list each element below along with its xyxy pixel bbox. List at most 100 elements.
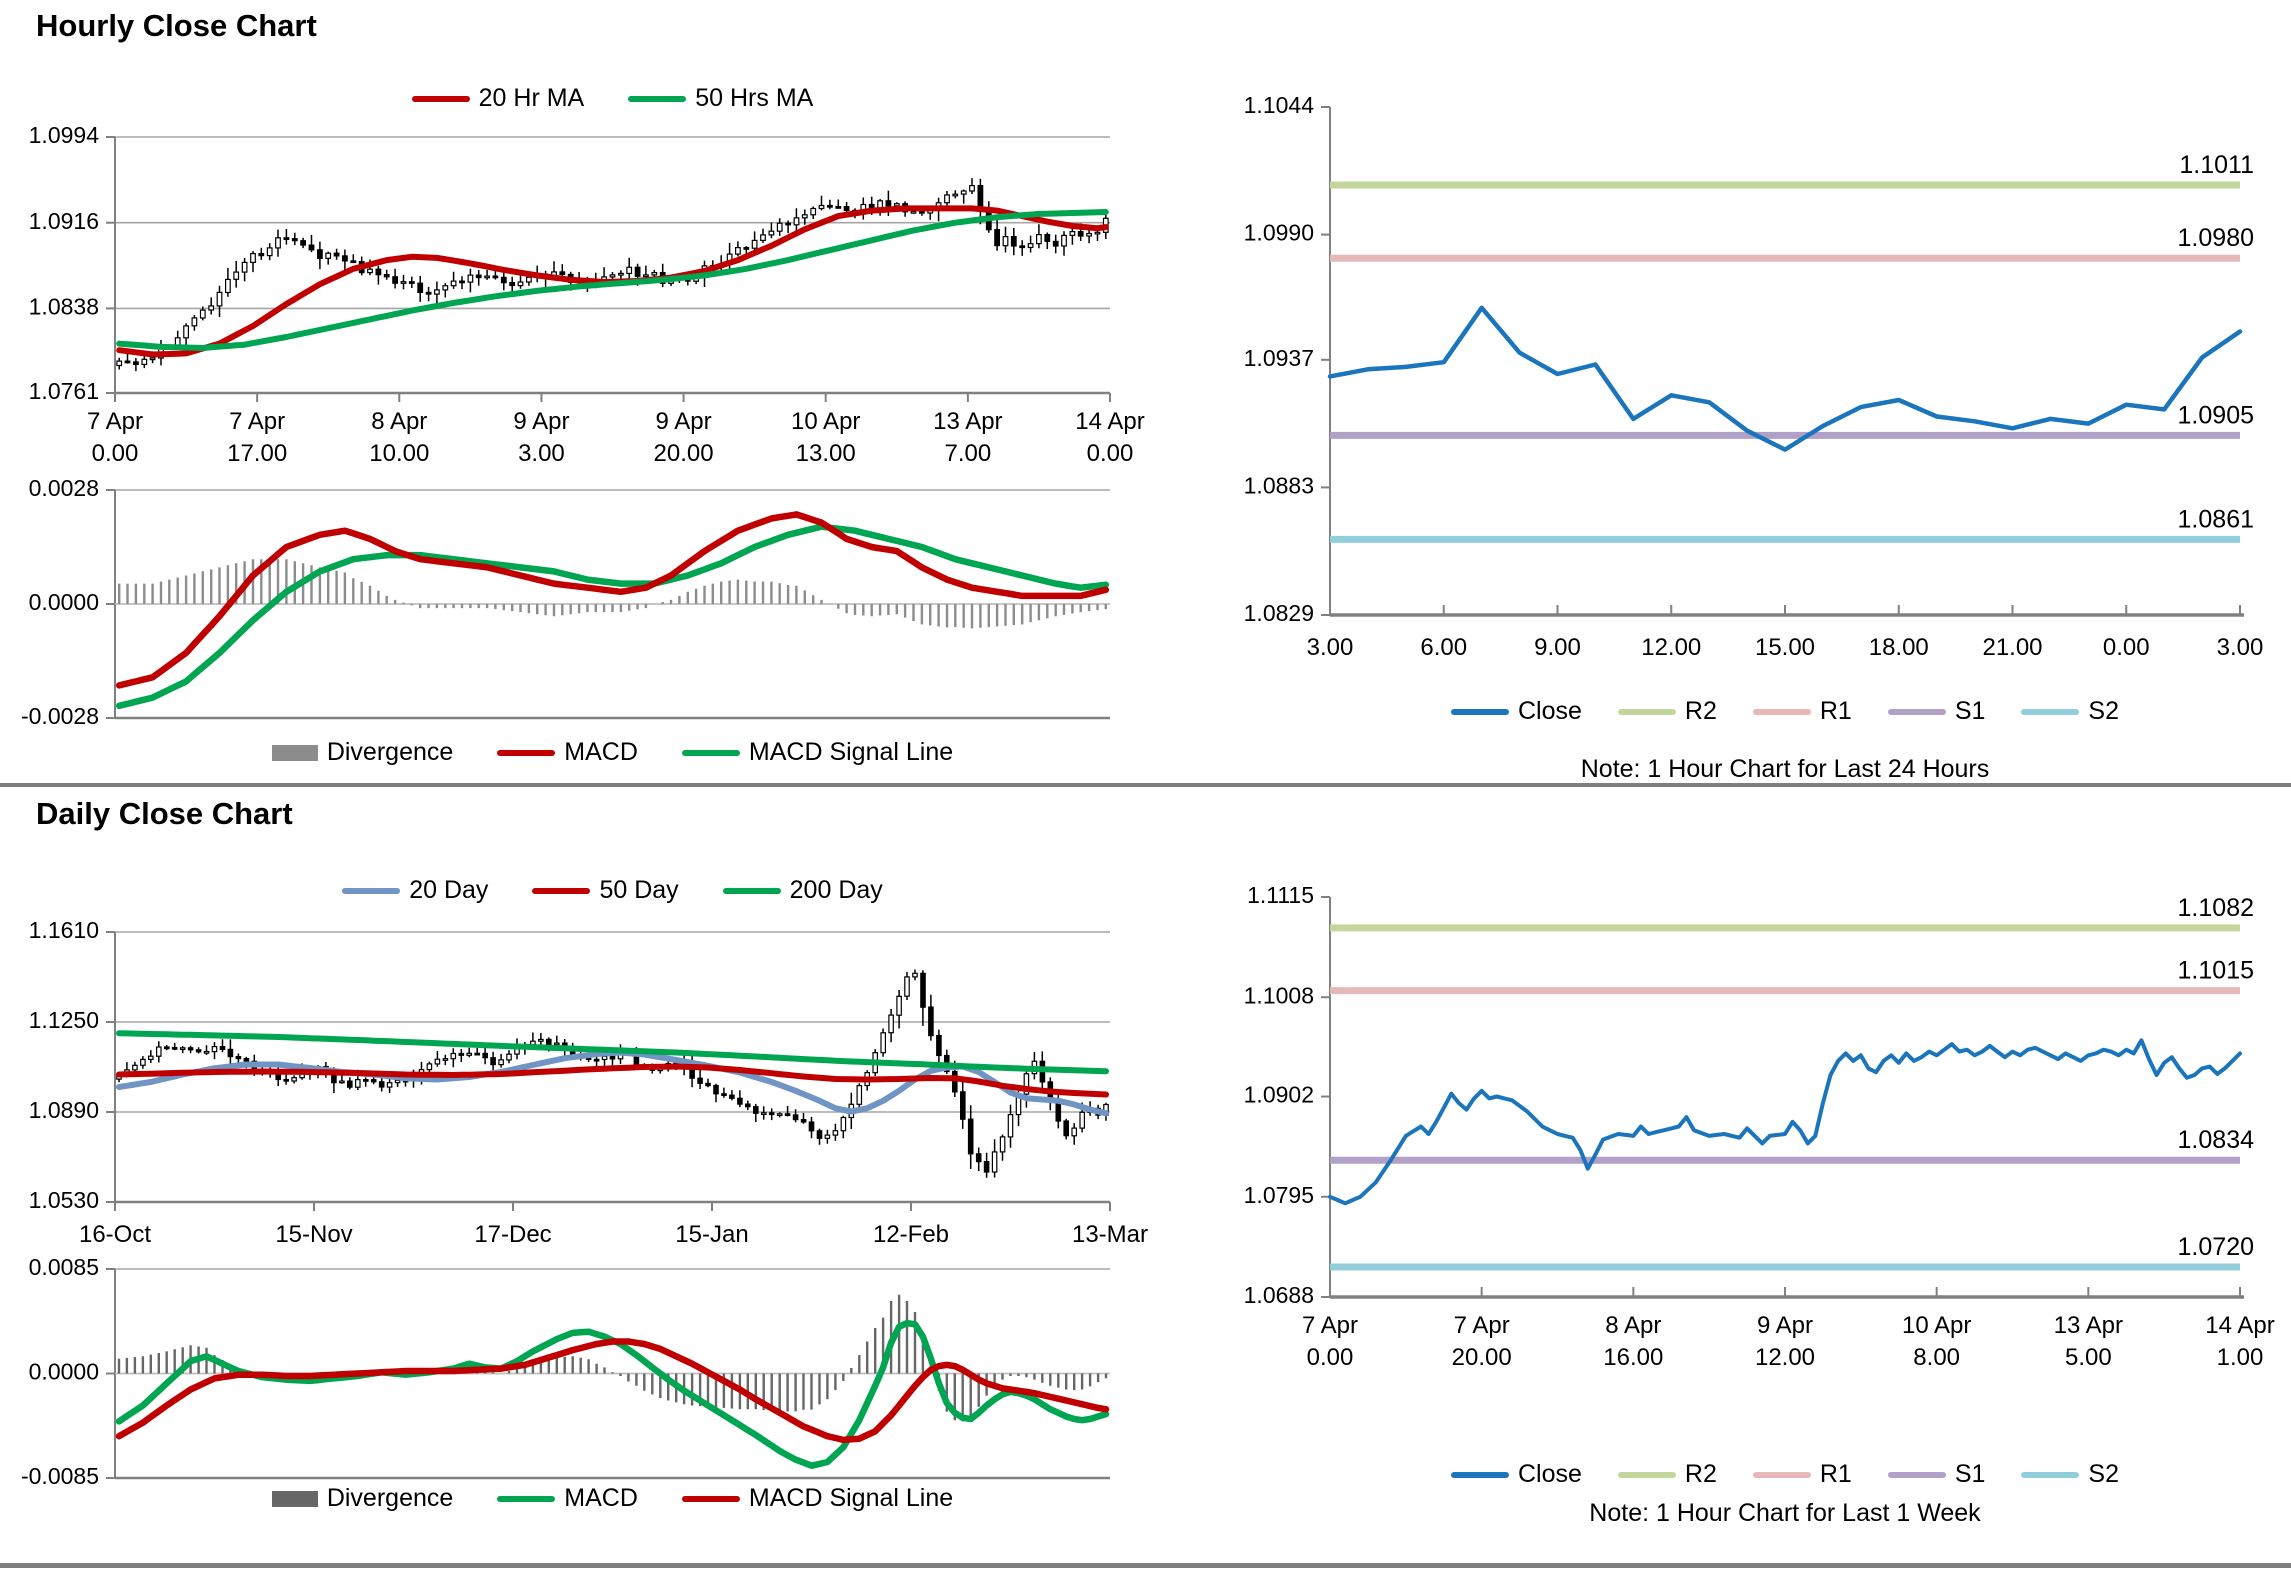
svg-text:9 Apr: 9 Apr — [656, 408, 712, 435]
legend-item-macd-signal-line: MACD Signal Line — [681, 738, 954, 767]
legend-item-50-hrs-ma: 50 Hrs MA — [628, 84, 813, 113]
svg-text:1.0905: 1.0905 — [2178, 401, 2254, 429]
line-swatch-icon — [2021, 1471, 2080, 1478]
svg-text:1.1610: 1.1610 — [29, 917, 99, 943]
daily-sr-legend: Close R2 R1 S1 S2 — [1330, 1460, 2240, 1489]
line-swatch-icon — [2021, 708, 2080, 715]
svg-text:8 Apr: 8 Apr — [1605, 1312, 1661, 1339]
svg-text:1.0795: 1.0795 — [1244, 1182, 1314, 1208]
svg-text:1.0980: 1.0980 — [2178, 224, 2254, 252]
legend-label: R2 — [1684, 697, 1717, 725]
svg-text:12.00: 12.00 — [1755, 1344, 1815, 1371]
legend-label: S1 — [1954, 697, 1986, 725]
svg-text:1.0861: 1.0861 — [2178, 505, 2254, 533]
svg-text:1.0990: 1.0990 — [1244, 220, 1314, 246]
svg-text:1.1250: 1.1250 — [29, 1007, 99, 1033]
svg-text:7 Apr: 7 Apr — [1302, 1312, 1358, 1339]
bar-swatch-icon — [271, 1490, 318, 1507]
legend-item-r1: R1 — [1752, 1460, 1852, 1489]
legend-item-macd-signal-line: MACD Signal Line — [681, 1484, 954, 1513]
legend-label: MACD Signal Line — [748, 1484, 954, 1512]
line-swatch-icon — [497, 749, 556, 756]
legend-label: S2 — [2088, 697, 2120, 725]
legend-item-s1: S1 — [1887, 697, 1986, 726]
legend-label: MACD — [564, 1484, 638, 1512]
svg-text:1.1015: 1.1015 — [2178, 957, 2254, 985]
svg-text:1.00: 1.00 — [2217, 1344, 2264, 1371]
svg-text:1.0688: 1.0688 — [1244, 1282, 1314, 1308]
legend-label: 200 Day — [789, 876, 883, 904]
svg-text:9 Apr: 9 Apr — [513, 408, 569, 435]
legend-item-divergence: Divergence — [271, 1484, 454, 1513]
svg-text:9 Apr: 9 Apr — [1757, 1312, 1813, 1339]
legend-item-s1: S1 — [1887, 1460, 1986, 1489]
svg-text:-0.0028: -0.0028 — [21, 703, 99, 729]
legend-label: Close — [1517, 1460, 1582, 1488]
hourly-price-legend: 20 Hr MA 50 Hrs MA — [115, 84, 1110, 113]
svg-text:3.00: 3.00 — [2217, 634, 2264, 661]
legend-item-20-day: 20 Day — [342, 876, 488, 905]
svg-text:7.00: 7.00 — [944, 440, 991, 467]
daily-note: Note: 1 Hour Chart for Last 1 Week — [1589, 1499, 1981, 1527]
svg-text:7 Apr: 7 Apr — [1454, 1312, 1510, 1339]
line-swatch-icon — [532, 887, 591, 894]
svg-text:13-Mar: 13-Mar — [1072, 1221, 1148, 1248]
svg-text:1.1115: 1.1115 — [1247, 882, 1314, 908]
line-swatch-icon — [1450, 708, 1509, 715]
line-swatch-icon — [1617, 1471, 1676, 1478]
line-swatch-icon — [628, 95, 687, 102]
svg-text:1.0530: 1.0530 — [29, 1187, 99, 1213]
svg-text:1.0838: 1.0838 — [29, 293, 99, 319]
svg-text:0.0000: 0.0000 — [29, 1359, 99, 1385]
legend-item-50-day: 50 Day — [532, 876, 679, 905]
svg-text:13 Apr: 13 Apr — [933, 408, 1002, 435]
legend-item-divergence: Divergence — [271, 738, 453, 767]
svg-text:15-Jan: 15-Jan — [675, 1221, 748, 1248]
svg-text:1.1044: 1.1044 — [1244, 92, 1315, 118]
legend-label: MACD — [564, 738, 638, 766]
legend-label: Close — [1517, 697, 1582, 725]
svg-text:0.00: 0.00 — [1307, 1344, 1354, 1371]
line-swatch-icon — [1752, 1471, 1811, 1478]
svg-text:14 Apr: 14 Apr — [1075, 408, 1144, 435]
svg-text:1.1008: 1.1008 — [1244, 982, 1314, 1008]
svg-text:17-Dec: 17-Dec — [474, 1221, 551, 1248]
svg-text:12-Feb: 12-Feb — [873, 1221, 949, 1248]
line-swatch-icon — [1450, 1471, 1509, 1478]
svg-text:18.00: 18.00 — [1869, 634, 1929, 661]
svg-text:9.00: 9.00 — [1534, 634, 1581, 661]
line-swatch-icon — [722, 887, 781, 894]
line-swatch-icon — [342, 887, 401, 894]
hourly_sr-chart: 1.1044 1.0990 1.0937 1.0883 1.0829 3.00 6.00 9.… — [1244, 92, 2264, 661]
svg-text:0.00: 0.00 — [1087, 440, 1134, 467]
legend-item-s2: S2 — [2021, 1460, 2119, 1489]
svg-text:13.00: 13.00 — [796, 440, 856, 467]
svg-text:15-Nov: 15-Nov — [275, 1221, 352, 1248]
svg-text:14 Apr: 14 Apr — [2205, 1312, 2274, 1339]
line-swatch-icon — [497, 1495, 556, 1502]
legend-label: 20 Day — [409, 876, 489, 904]
svg-text:0.0085: 0.0085 — [29, 1254, 99, 1280]
svg-text:0.0028: 0.0028 — [29, 475, 99, 501]
legend-item-r1: R1 — [1752, 697, 1852, 726]
svg-text:1.1082: 1.1082 — [2178, 894, 2254, 922]
legend-item-20-hr-ma: 20 Hr MA — [411, 84, 585, 113]
svg-text:1.0761: 1.0761 — [29, 378, 99, 404]
svg-text:20.00: 20.00 — [654, 440, 714, 467]
svg-text:1.0902: 1.0902 — [1244, 1082, 1314, 1108]
legend-label: R2 — [1684, 1460, 1717, 1488]
line-swatch-icon — [681, 1495, 740, 1502]
svg-text:3.00: 3.00 — [1307, 634, 1354, 661]
line-swatch-icon — [1752, 708, 1811, 715]
svg-text:3.00: 3.00 — [518, 440, 565, 467]
bottom-divider — [0, 1563, 2291, 1568]
legend-label: Divergence — [326, 1484, 454, 1512]
legend-label: R1 — [1819, 1460, 1852, 1488]
hourly-section-title: Hourly Close Chart — [36, 8, 317, 43]
legend-label: S1 — [1954, 1460, 1986, 1488]
legend-item-close: Close — [1450, 697, 1582, 726]
legend-label: 20 Hr MA — [478, 84, 585, 112]
legend-label: MACD Signal Line — [748, 738, 954, 766]
bar-swatch-icon — [271, 744, 318, 761]
